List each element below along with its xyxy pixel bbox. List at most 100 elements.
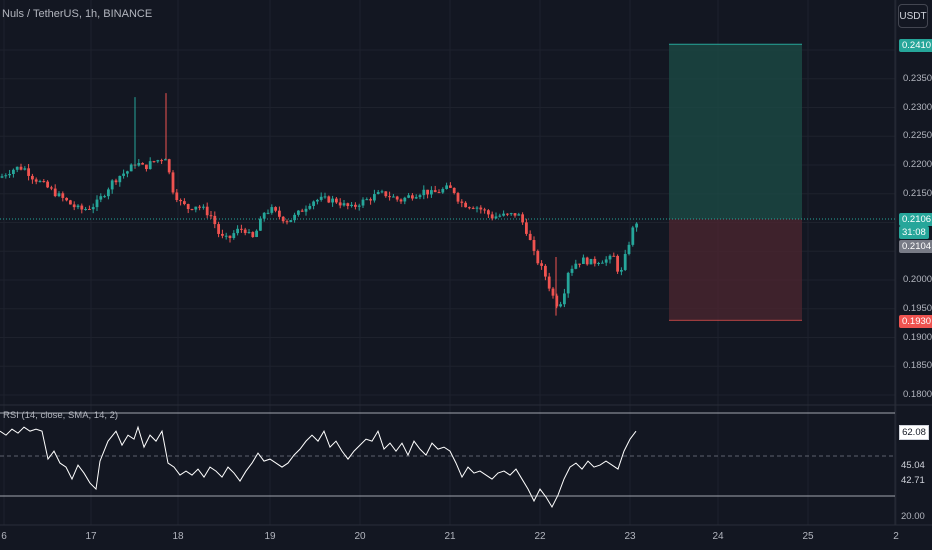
candle-body (570, 268, 574, 273)
candle-body (99, 196, 103, 200)
candle-body (228, 235, 232, 239)
candle-body (589, 258, 593, 265)
candle-body (612, 255, 616, 257)
date-tick-label: 21 (444, 531, 456, 542)
candle-body (27, 168, 30, 176)
candle-body (57, 193, 61, 197)
candle-body (335, 198, 338, 203)
candle-body (574, 263, 578, 269)
price-tick-label: 0.1950 (903, 302, 932, 314)
candle-body (95, 199, 99, 208)
candle-body (445, 185, 448, 189)
candle-body (338, 202, 342, 206)
candle-body (221, 233, 224, 236)
candle-body (578, 263, 581, 265)
candle-body (392, 196, 395, 198)
candle-body (631, 227, 635, 245)
candle-body (540, 263, 543, 266)
candle-body (498, 215, 502, 217)
candle-body (395, 196, 399, 200)
candle-body (12, 169, 15, 175)
rsi-line-label: 42.71 (901, 475, 925, 486)
candle-body (240, 228, 243, 230)
candle-body (380, 191, 384, 193)
candle-body (620, 269, 623, 272)
candle-body (456, 193, 460, 202)
candle-body (547, 276, 551, 289)
rsi-indicator-title[interactable]: RSI (14, close, SMA, 14, 2) (3, 410, 119, 421)
candle-body (19, 166, 23, 170)
date-tick-label: 19 (264, 531, 276, 542)
candle-body (532, 239, 536, 251)
candle-body (422, 189, 426, 196)
candle-body (160, 160, 163, 162)
candle-body (53, 188, 57, 197)
candle-body (365, 199, 369, 201)
candle-body (376, 192, 380, 195)
candle-body (331, 198, 334, 203)
candle-body (361, 199, 365, 206)
candle-body (152, 161, 156, 163)
candle-body (69, 200, 72, 205)
candle-body (175, 192, 179, 201)
rsi-axis-low: 20.00 (901, 511, 925, 522)
candle-body (509, 213, 513, 215)
candle-body (555, 295, 559, 307)
candle-body (373, 194, 376, 201)
stop-zone (669, 219, 802, 321)
candle-body (346, 203, 350, 207)
rsi-value-badge: 62.08 (899, 425, 929, 440)
candle-body (84, 208, 87, 210)
candle-body (194, 206, 198, 210)
candle-body (186, 204, 190, 210)
candle-body (585, 257, 589, 265)
candle-body (76, 205, 80, 208)
candle-body (80, 205, 84, 210)
candle-body (563, 293, 566, 305)
candle-body (0, 176, 4, 178)
symbol-title: Nuls / TetherUS, 1h, BINANCE (2, 8, 153, 20)
price-tick-label: 0.2250 (903, 130, 932, 142)
price-tick-label: 0.1800 (903, 389, 932, 400)
price-tick-label: 0.1900 (903, 331, 932, 343)
candle-body (388, 196, 391, 198)
candle-body (232, 233, 236, 239)
candle-body (407, 195, 410, 198)
currency-button[interactable]: USDT (898, 4, 928, 28)
candle-body (129, 164, 133, 172)
candle-body (468, 207, 471, 209)
candle-body (506, 213, 509, 215)
candle-body (411, 195, 414, 199)
candle-body (46, 181, 49, 188)
candle-body (65, 197, 68, 201)
candle-body (285, 221, 289, 223)
candle-body (255, 230, 258, 237)
candle-body (342, 203, 346, 206)
candle-body (205, 206, 209, 216)
date-tick-label: 25 (802, 531, 814, 542)
candle-body (616, 255, 619, 272)
candle-body (449, 185, 452, 188)
candle-body (460, 201, 464, 203)
candle-body (430, 190, 433, 195)
candle-body (4, 175, 8, 177)
candle-body (559, 304, 562, 307)
candle-body (623, 253, 627, 270)
candle-body (34, 179, 38, 182)
candle-body (202, 206, 205, 208)
candle-body (91, 207, 95, 210)
candle-body (141, 163, 144, 165)
candle-body (464, 202, 467, 208)
candle-body (15, 166, 19, 170)
candle-body (566, 272, 570, 294)
candle-body (42, 181, 46, 183)
date-tick-label: 17 (85, 531, 97, 542)
candle-body (354, 204, 357, 207)
price-tick-label: 0.2350 (903, 72, 932, 84)
candle-body (403, 197, 407, 202)
date-tick-label: 23 (624, 531, 636, 542)
candle-body (209, 215, 213, 217)
candle-body (61, 193, 65, 198)
candle-body (316, 199, 319, 202)
